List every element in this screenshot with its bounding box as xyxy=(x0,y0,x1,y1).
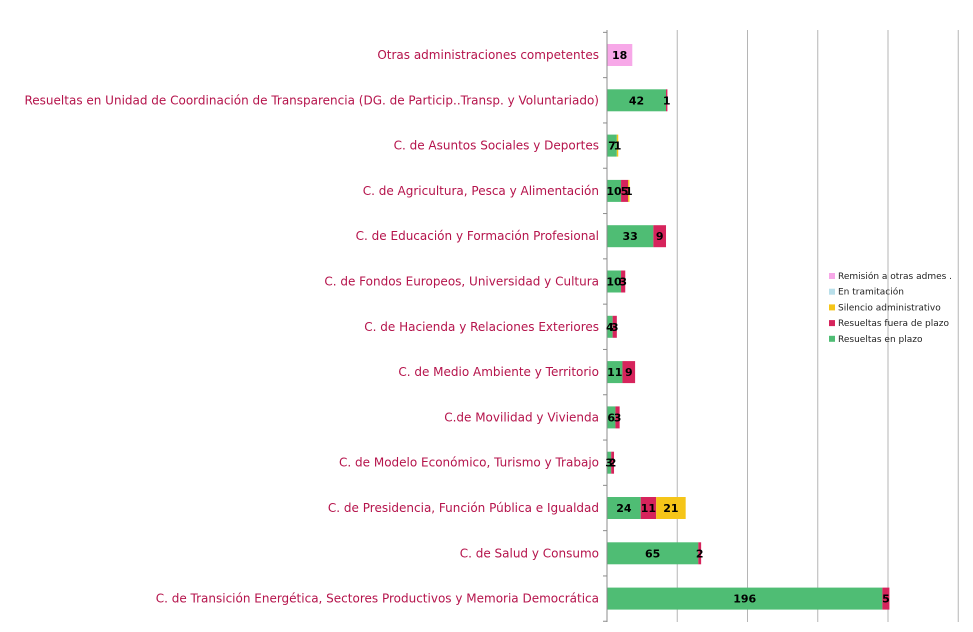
category-label: Otras administraciones competentes xyxy=(377,48,599,62)
legend-label: Silencio administrativo xyxy=(838,303,941,313)
data-label: 1 xyxy=(663,94,671,107)
data-label: 3 xyxy=(611,321,619,334)
bar-segment xyxy=(607,497,641,519)
bar-segment xyxy=(607,44,633,66)
bar-segment xyxy=(607,225,654,248)
legend-swatch xyxy=(829,320,835,327)
data-label: 3 xyxy=(614,411,622,424)
category-labels: Otras administraciones competentes Resuel… xyxy=(25,48,600,606)
bar-segment xyxy=(607,315,613,338)
category-label: C. de Agricultura, Pesca y Alimentación xyxy=(363,184,599,198)
bar-segment xyxy=(615,406,620,429)
legend-swatch xyxy=(829,273,835,279)
data-label: 4 xyxy=(606,321,614,334)
category-label: C. de Modelo Económico, Turismo y Trabaj… xyxy=(339,456,599,470)
gridlines xyxy=(676,30,959,622)
bar-segment xyxy=(622,361,636,384)
legend-label: En tramitación xyxy=(838,287,904,298)
data-label: 3 xyxy=(605,457,613,470)
category-label: C. de Transición Energética, Sectores Pr… xyxy=(156,592,599,606)
bar-segment xyxy=(882,587,890,610)
bar-segment xyxy=(612,315,617,338)
data-label: 196 xyxy=(733,593,756,606)
data-label: 7 xyxy=(608,140,616,153)
category-label: C. de Asuntos Sociales y Deportes xyxy=(394,139,599,153)
data-label: 24 xyxy=(616,502,632,515)
bar-segment xyxy=(607,406,616,429)
data-label: 2 xyxy=(609,457,617,470)
data-label: 10 xyxy=(606,276,622,289)
data-label: 21 xyxy=(663,502,678,515)
data-label: 11 xyxy=(641,502,656,515)
bar-segment xyxy=(621,270,626,293)
legend-swatch xyxy=(829,335,835,342)
bar-segment xyxy=(607,451,612,474)
bar-segment xyxy=(611,451,615,474)
category-label: C. de Hacienda y Relaciones Exteriores xyxy=(364,320,599,334)
legend-swatch xyxy=(829,288,835,295)
category-label: C. de Educación y Formación Profesional xyxy=(356,229,599,243)
category-label: Resueltas en Unidad de Coordinación de T… xyxy=(25,93,600,107)
data-label: 18 xyxy=(612,49,627,62)
data-label: 5 xyxy=(882,593,890,606)
data-label: 65 xyxy=(645,547,660,560)
bar-segment xyxy=(616,134,619,157)
category-label: C.de Movilidad y Vivienda xyxy=(444,410,599,424)
legend-label: Resueltas en plazo xyxy=(838,335,923,345)
legend-swatch xyxy=(829,304,835,311)
bar-segment xyxy=(666,89,668,112)
data-label: 42 xyxy=(629,94,644,107)
data-label: 3 xyxy=(619,276,627,289)
data-label: 1 xyxy=(625,185,633,198)
legend-label: Resueltas fuera de plazo xyxy=(838,319,949,329)
y-axis xyxy=(603,30,608,622)
bar-segment xyxy=(656,497,686,519)
bar-segment xyxy=(607,89,667,112)
legend: Remisión a otras admes . En tramitación Si… xyxy=(829,271,952,345)
category-label: C. de Presidencia, Función Pública e Igu… xyxy=(328,501,599,515)
bars xyxy=(607,44,890,610)
category-label: C. de Salud y Consumo xyxy=(460,546,599,560)
bar-segment xyxy=(607,361,623,384)
bar-segment xyxy=(607,270,622,293)
data-label: 1 xyxy=(614,140,622,153)
data-label: 5 xyxy=(621,185,629,198)
data-label: 9 xyxy=(656,230,664,243)
bar-segment xyxy=(653,225,667,248)
bar-segment xyxy=(607,587,883,610)
bar-segment xyxy=(640,497,657,519)
bar-segment xyxy=(621,179,629,202)
data-label: 33 xyxy=(623,230,638,243)
bar-segment xyxy=(607,179,622,202)
bar-segment xyxy=(607,134,617,157)
bar-segment xyxy=(607,542,699,565)
data-label: 10 xyxy=(606,185,622,198)
data-label: 2 xyxy=(696,547,704,560)
data-label: 6 xyxy=(607,411,615,424)
category-label: C. de Fondos Europeos, Universidad y Cul… xyxy=(324,275,599,289)
legend-label: Remisión a otras admes . xyxy=(838,271,952,282)
category-label: C. de Medio Ambiente y Territorio xyxy=(398,365,599,379)
data-label: 9 xyxy=(625,366,633,379)
data-label: 11 xyxy=(607,366,622,379)
bar-segment xyxy=(628,179,630,202)
bar-segment xyxy=(698,542,702,565)
